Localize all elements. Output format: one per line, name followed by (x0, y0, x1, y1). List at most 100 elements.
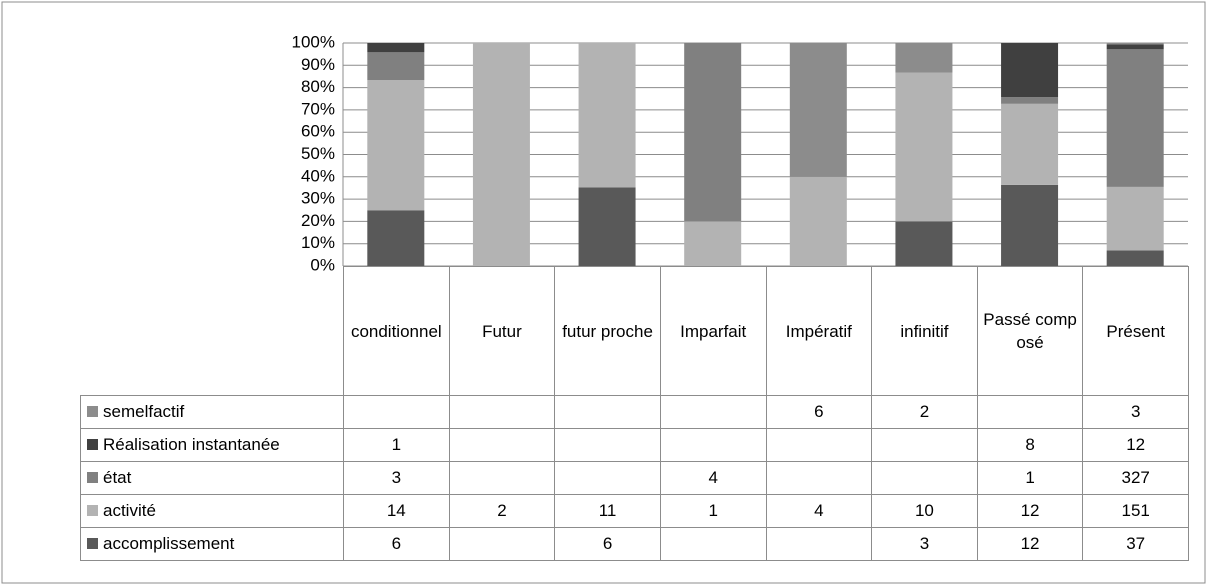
value-cell: 2 (871, 395, 978, 429)
value-cell: 1 (659, 494, 767, 528)
empty-cell (554, 461, 661, 495)
category-header: Passé composé (976, 266, 1084, 396)
legend-cell: Réalisation instantanée (80, 428, 344, 462)
legend-swatch (87, 472, 98, 483)
bar-segment (1001, 184, 1059, 266)
bar-segment (367, 43, 425, 53)
y-tick-label: 10% (301, 233, 335, 252)
legend-label: activité (103, 501, 156, 520)
empty-cell (448, 461, 556, 495)
bar-segment (1001, 103, 1059, 185)
legend-swatch (87, 439, 98, 450)
bar-segment (895, 72, 953, 222)
y-tick-label: 90% (301, 55, 335, 74)
category-header: Présent (1082, 266, 1189, 396)
empty-cell (343, 395, 450, 429)
legend-label: accomplissement (103, 534, 235, 553)
empty-cell (554, 428, 661, 462)
series-row: Réalisation instantanée 1 8 12 (80, 428, 1189, 462)
y-tick-label: 60% (301, 122, 335, 141)
bar-segment (472, 43, 530, 266)
bar-segment (789, 176, 847, 266)
empty-cell (448, 395, 556, 429)
series-row: accomplissement 6 6 3 12 37 (80, 527, 1189, 561)
bar-segment (895, 43, 953, 73)
bar-segment (684, 221, 742, 266)
value-cell: 4 (765, 494, 873, 528)
empty-cell (659, 395, 767, 429)
value-cell: 12 (1082, 428, 1189, 462)
legend-cell: activité (80, 494, 344, 528)
value-cell: 1 (343, 428, 450, 462)
legend-label: semelfactif (103, 402, 185, 421)
value-cell: 11 (554, 494, 661, 528)
category-header: conditionnel (343, 266, 450, 396)
bar-segment (1106, 44, 1164, 50)
series-row: semelfactif 6 2 3 (80, 395, 1189, 429)
y-tick-label: 70% (301, 99, 335, 118)
legend-cell: accomplissement (80, 527, 344, 561)
value-cell: 10 (871, 494, 978, 528)
empty-cell (765, 428, 873, 462)
value-cell: 151 (1082, 494, 1189, 528)
bar-segment (1106, 49, 1164, 187)
bar-segment (1001, 97, 1059, 104)
category-header: Futur (448, 266, 556, 396)
legend-swatch (87, 406, 98, 417)
value-cell: 6 (343, 527, 450, 561)
category-header: Imparfait (659, 266, 767, 396)
value-cell: 3 (871, 527, 978, 561)
category-header: Impératif (765, 266, 873, 396)
value-cell: 3 (343, 461, 450, 495)
empty-cell (765, 461, 873, 495)
blank-cell (81, 267, 344, 396)
y-tick-label: 30% (301, 189, 335, 208)
y-tick-label: 40% (301, 166, 335, 185)
y-tick-label: 0% (310, 255, 335, 274)
y-tick-label: 50% (301, 144, 335, 163)
value-cell: 2 (448, 494, 556, 528)
bar-segment (367, 80, 425, 211)
series-row: état 3 4 1 327 (80, 461, 1189, 495)
bar-segment (684, 43, 742, 222)
category-header: futur proche (554, 266, 661, 396)
y-tick-label: 20% (301, 211, 335, 230)
value-cell: 8 (976, 428, 1084, 462)
empty-cell (448, 428, 556, 462)
legend-swatch (87, 538, 98, 549)
bar-segment (1106, 250, 1164, 266)
header-row: conditionnel Futur futur proche Imparfait Im… (81, 266, 1189, 396)
legend-cell: semelfactif (80, 395, 344, 429)
value-cell: 4 (659, 461, 767, 495)
empty-cell (871, 428, 978, 462)
bar-segment (895, 221, 953, 266)
value-cell: 3 (1082, 395, 1189, 429)
y-tick-label: 100% (292, 32, 335, 51)
bar-segment (367, 210, 425, 266)
empty-cell (976, 395, 1084, 429)
legend-cell: état (80, 461, 344, 495)
empty-cell (659, 428, 767, 462)
value-cell: 6 (765, 395, 873, 429)
legend-label: état (103, 468, 132, 487)
legend-swatch (87, 505, 98, 516)
empty-cell (554, 395, 661, 429)
bar-segment (1001, 43, 1059, 98)
empty-cell (448, 527, 556, 561)
series-row: activité 14 2 11 1 4 10 12 151 (80, 494, 1189, 528)
bar-segment (578, 43, 636, 188)
bar-segment (1106, 186, 1164, 251)
value-cell: 1 (976, 461, 1084, 495)
value-cell: 327 (1082, 461, 1189, 495)
value-cell: 6 (554, 527, 661, 561)
bar-segment (367, 52, 425, 81)
legend-label: Réalisation instantanée (103, 435, 280, 454)
category-header: infinitif (871, 266, 978, 396)
bar-segment (578, 187, 636, 266)
value-cell: 14 (343, 494, 450, 528)
value-cell: 12 (976, 527, 1084, 561)
value-cell: 12 (976, 494, 1084, 528)
